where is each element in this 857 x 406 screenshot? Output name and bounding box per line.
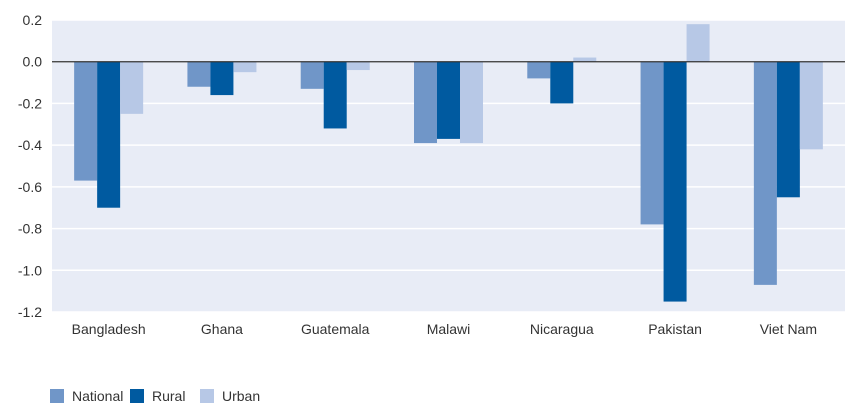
bar-urban-malawi	[460, 61, 483, 144]
bar-urban-nicaragua	[573, 57, 597, 62]
bar-rural-guatemala	[323, 61, 347, 129]
bar-national-pakistan	[640, 61, 664, 225]
y-tick-label: -1.2	[18, 304, 42, 320]
y-tick-label: 0.0	[23, 54, 43, 70]
bar-national-malawi	[414, 61, 437, 144]
x-tick-label: Nicaragua	[530, 321, 594, 337]
bars	[74, 24, 823, 302]
legend: National Rural Urban	[50, 388, 260, 404]
bar-national-bangladesh	[74, 61, 98, 181]
y-tick-label: -0.2	[18, 95, 42, 111]
y-axis-ticks: 0.2 0.0 -0.2 -0.4 -0.6 -0.8 -1.0 -1.2	[18, 12, 42, 320]
bar-rural-ghana	[210, 61, 234, 96]
bar-national-viet-nam	[753, 61, 777, 285]
x-tick-label: Bangladesh	[72, 321, 146, 337]
bar-urban-guatemala	[346, 61, 370, 71]
y-tick-label: -0.8	[18, 221, 42, 237]
bar-rural-malawi	[437, 61, 460, 139]
bar-rural-nicaragua	[550, 61, 574, 104]
x-tick-label: Ghana	[201, 321, 243, 337]
legend-swatch-rural	[130, 389, 144, 403]
y-tick-label: -0.6	[18, 179, 42, 195]
legend-swatch-national	[50, 389, 64, 403]
bar-rural-pakistan	[663, 61, 687, 302]
legend-label-national: National	[72, 388, 123, 404]
x-axis-ticks: Bangladesh Ghana Guatemala Malawi Nicaragua P…	[72, 321, 817, 337]
bar-urban-pakistan	[686, 24, 710, 62]
y-tick-label: 0.2	[23, 12, 43, 28]
y-tick-label: -0.4	[18, 137, 42, 153]
legend-label-urban: Urban	[222, 388, 260, 404]
legend-swatch-urban	[200, 389, 214, 403]
legend-label-rural: Rural	[152, 388, 185, 404]
bar-urban-bangladesh	[120, 61, 144, 114]
bar-national-ghana	[187, 61, 211, 87]
x-tick-label: Guatemala	[301, 321, 370, 337]
bar-urban-ghana	[233, 61, 257, 73]
bar-national-nicaragua	[527, 61, 551, 79]
bar-rural-bangladesh	[97, 61, 121, 208]
x-tick-label: Viet Nam	[760, 321, 817, 337]
x-tick-label: Pakistan	[648, 321, 702, 337]
bar-urban-viet-nam	[799, 61, 823, 150]
y-tick-label: -1.0	[18, 262, 42, 278]
x-tick-label: Malawi	[427, 321, 471, 337]
bar-rural-viet-nam	[776, 61, 800, 198]
bar-national-guatemala	[300, 61, 324, 89]
